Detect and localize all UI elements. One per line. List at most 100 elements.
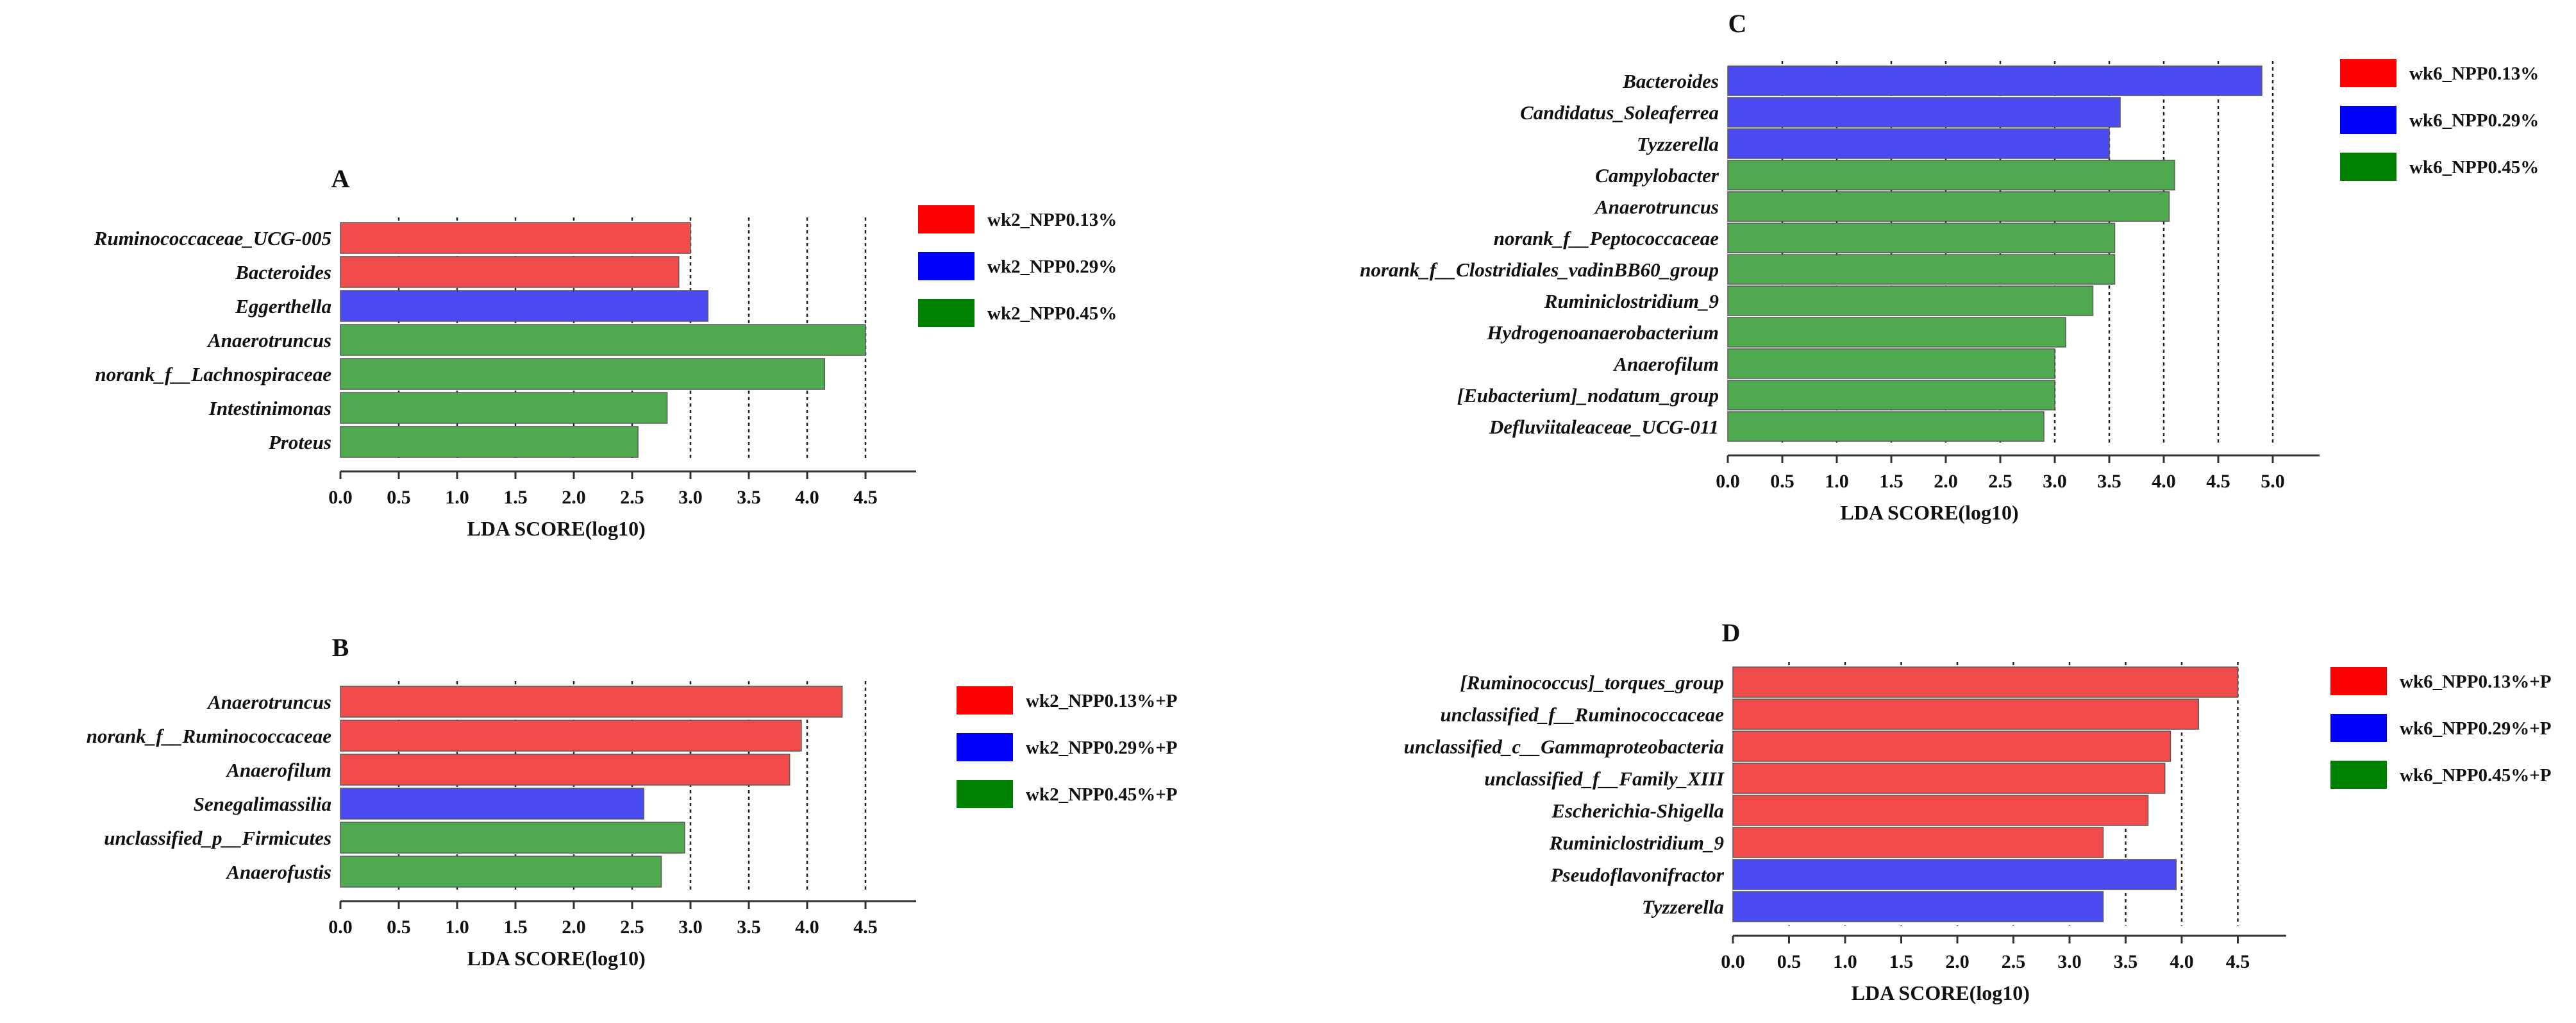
panel-d-x-tick-label: 3.5 (2114, 951, 2138, 972)
panel-b-bar (340, 686, 843, 718)
panel-b-legend-label: wk2_NPP0.29%+P (1026, 738, 1177, 758)
panel-b-x-tick-label: 2.5 (620, 917, 644, 938)
panel-a-bar-label: Ruminococcaceae_UCG-005 (94, 227, 331, 249)
panel-c-x-tick-label: 2.0 (1934, 471, 1958, 492)
panel-d-bar (1732, 666, 2239, 698)
panel-b-x-tick-label: 3.0 (678, 917, 703, 938)
panel-a-legend-label: wk2_NPP0.45% (987, 303, 1117, 324)
panel-c-bar (1727, 223, 2116, 253)
panel-a-x-tick-label: 0.5 (387, 487, 411, 508)
panel-a-bar-label: Intestinimonas (208, 397, 331, 419)
panel-c-bar-label: Candidatus_Soleaferrea (1520, 101, 1719, 124)
panel-a-x-tick-label: 3.0 (678, 487, 703, 508)
panel-c-bar-label: Defluviitaleaceae_UCG-011 (1489, 416, 1719, 438)
panel-b-bar-label: Anaerotruncus (206, 691, 331, 713)
panel-b-legend-swatch (957, 686, 1013, 714)
panel-c-bar (1727, 97, 2121, 128)
panel-a-x-axis-title: LDA SCORE(log10) (467, 517, 646, 540)
panel-a-bar (340, 426, 639, 458)
panel-c-legend: wk6_NPP0.13% wk6_NPP0.29% wk6_NPP0.45% (2340, 59, 2539, 181)
panel-d-x-tick-label: 1.5 (1889, 951, 1914, 972)
panel-b-x-tick-label: 4.0 (795, 917, 819, 938)
panel-b-legend: wk2_NPP0.13%+P wk2_NPP0.29%+P wk2_NPP0.45%… (957, 686, 1177, 808)
panel-a-x-tick-label: 1.0 (445, 487, 469, 508)
panel-d-title: D (1722, 618, 1741, 647)
panel-c-bar-label: Anaerotruncus (1594, 196, 1719, 218)
panel-d: D [Ruminococcus]_torques_group unclassifie… (1404, 618, 2552, 1004)
panel-c-bar (1727, 317, 2066, 348)
panel-d-bar (1732, 698, 2199, 730)
panel-b-bar (340, 754, 790, 786)
panel-d-bar (1732, 731, 2171, 762)
panel-b-bar (340, 788, 644, 820)
panel-a-bar-label: Anaerotruncus (206, 329, 331, 351)
panel-b-bar (340, 720, 802, 752)
panel-c-bar-label: Ruminiclostridium_9 (1544, 290, 1719, 312)
panel-c-legend-label: wk6_NPP0.29% (2409, 110, 2539, 131)
panel-c-bar (1727, 411, 2045, 442)
panel-c-x-tick-label: 0.5 (1770, 471, 1794, 492)
panel-a-bar (340, 290, 709, 322)
panel-c-x-tick-label: 1.5 (1879, 471, 1903, 492)
panel-a-bar-label: Bacteroides (235, 261, 331, 283)
panel-d-bar-label: Tyzzerella (1642, 896, 1724, 918)
panel-d-x-tick-label: 4.5 (2226, 951, 2250, 972)
panel-c-x-axis-title: LDA SCORE(log10) (1840, 501, 2018, 524)
panel-d-x-tick-label: 0.5 (1777, 951, 1802, 972)
panel-a-legend-label: wk2_NPP0.13% (987, 210, 1117, 230)
panel-b-legend-label: wk2_NPP0.13%+P (1026, 691, 1177, 711)
panel-b-x-tick-label: 2.0 (562, 917, 586, 938)
panel-d-bar-label: Escherichia-Shigella (1551, 800, 1724, 822)
panel-d-bar-label: Ruminiclostridium_9 (1549, 832, 1724, 854)
panel-c-legend-label: wk6_NPP0.45% (2409, 157, 2539, 178)
panel-a-x-tick-label: 1.5 (503, 487, 528, 508)
panel-c-bar (1727, 191, 2170, 222)
panel-d-x-tick-label: 0.0 (1721, 951, 1745, 972)
panel-c-x-tick-label: 5.0 (2261, 471, 2285, 492)
panel-c-bar-label: norank_f__Peptococcaceae (1494, 227, 1719, 249)
panel-c-x-tick-label: 2.5 (1988, 471, 2012, 492)
panel-c-bar-label: Anaerofilum (1612, 353, 1719, 375)
panel-d-bar (1732, 891, 2104, 922)
panel-b-bar-label: Senegalimassilia (194, 793, 331, 815)
panel-a: A Ruminococcaceae_UCG-005 Bacteroides Egger… (94, 164, 1117, 540)
panel-a-bar-label: norank_f__Lachnospiraceae (95, 363, 331, 385)
panel-a-bar (340, 392, 668, 424)
panel-d-bar-label: unclassified_f__Ruminococcaceae (1440, 704, 1724, 726)
panel-c-bar-label: Tyzzerella (1637, 133, 1719, 155)
panel-b-x-axis-title: LDA SCORE(log10) (467, 947, 646, 970)
panel-c-bar (1727, 285, 2094, 316)
panel-c-x-tick-label: 1.0 (1825, 471, 1849, 492)
panel-d-legend-label: wk6_NPP0.29%+P (2400, 718, 2551, 739)
panel-c-x-tick-label: 4.5 (2206, 471, 2230, 492)
panel-d-x-tick-label: 1.0 (1833, 951, 1857, 972)
panel-c-bar-label: Bacteroides (1622, 70, 1719, 92)
panel-a-x-tick-label: 0.0 (328, 487, 353, 508)
panel-c-x-tick-label: 4.0 (2152, 471, 2176, 492)
panel-a-x-tick-label: 4.5 (853, 487, 878, 508)
panel-a-x-tick-label: 3.5 (737, 487, 761, 508)
panel-c-legend-swatch (2340, 153, 2396, 181)
panel-b-bar-label: Anaerofilum (225, 759, 331, 781)
panel-a-legend-swatch (918, 299, 974, 327)
panel-b-legend-swatch (957, 733, 1013, 761)
panel-b-bar-label: Anaerofustis (225, 861, 331, 883)
panel-c-bar (1727, 128, 2110, 159)
panel-c: C Bacteroides Candidatus_Soleaferrea Tyzzer… (1360, 9, 2539, 524)
panel-b-x-tick-label: 4.5 (853, 917, 878, 938)
panel-a-legend-label: wk2_NPP0.29% (987, 257, 1117, 277)
panel-d-bar (1732, 859, 2177, 890)
panel-c-bar-label: norank_f__Clostridiales_vadinBB60_group (1360, 258, 1719, 281)
panel-a-bar (340, 324, 866, 356)
panel-a-bar (340, 222, 691, 254)
panel-a-legend-swatch (918, 205, 974, 233)
panel-b-title: B (332, 633, 349, 662)
panel-c-bar-label: Hydrogenoanaerobacterium (1486, 321, 1719, 344)
panel-d-bar-label: Pseudoflavonifractor (1550, 864, 1725, 886)
panel-c-bar (1727, 380, 2055, 410)
panel-a-bar-label: Proteus (268, 431, 331, 453)
panel-d-legend-label: wk6_NPP0.45%+P (2400, 765, 2551, 786)
panel-c-bar (1727, 65, 2262, 96)
panel-d-legend-swatch (2330, 667, 2387, 695)
